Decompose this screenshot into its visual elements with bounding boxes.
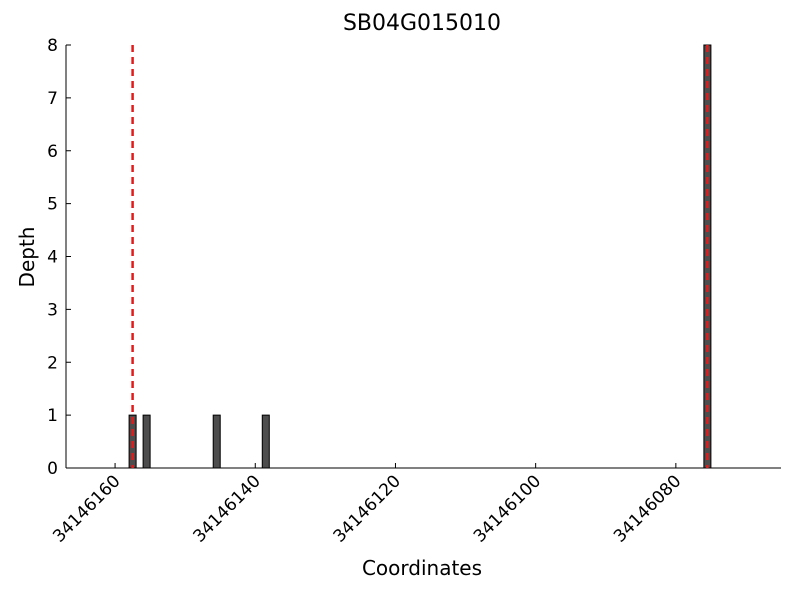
bar [212,414,221,469]
x-tick-label: 34146160 [49,471,124,546]
chart-title: SB04G015010 [343,11,501,36]
y-tick-label: 8 [47,36,58,56]
y-tick-label: 7 [47,89,58,109]
y-tick-label: 4 [47,248,58,268]
y-tick-label: 0 [47,459,58,479]
y-tick-label: 6 [47,142,58,162]
bar [142,414,151,469]
y-tick-label: 1 [47,406,58,426]
x-tick-label: 34146100 [470,471,545,546]
bar [261,414,270,469]
y-tick-label: 2 [47,353,58,373]
x-tick-label: 34146140 [189,471,264,546]
y-tick-label: 3 [47,300,58,320]
x-tick-label: 34146120 [330,471,405,546]
x-tick-label: 34146080 [610,471,685,546]
x-axis-label: Coordinates [362,556,482,580]
y-axis-label: Depth [15,227,39,288]
y-tick-label: 5 [47,195,58,215]
